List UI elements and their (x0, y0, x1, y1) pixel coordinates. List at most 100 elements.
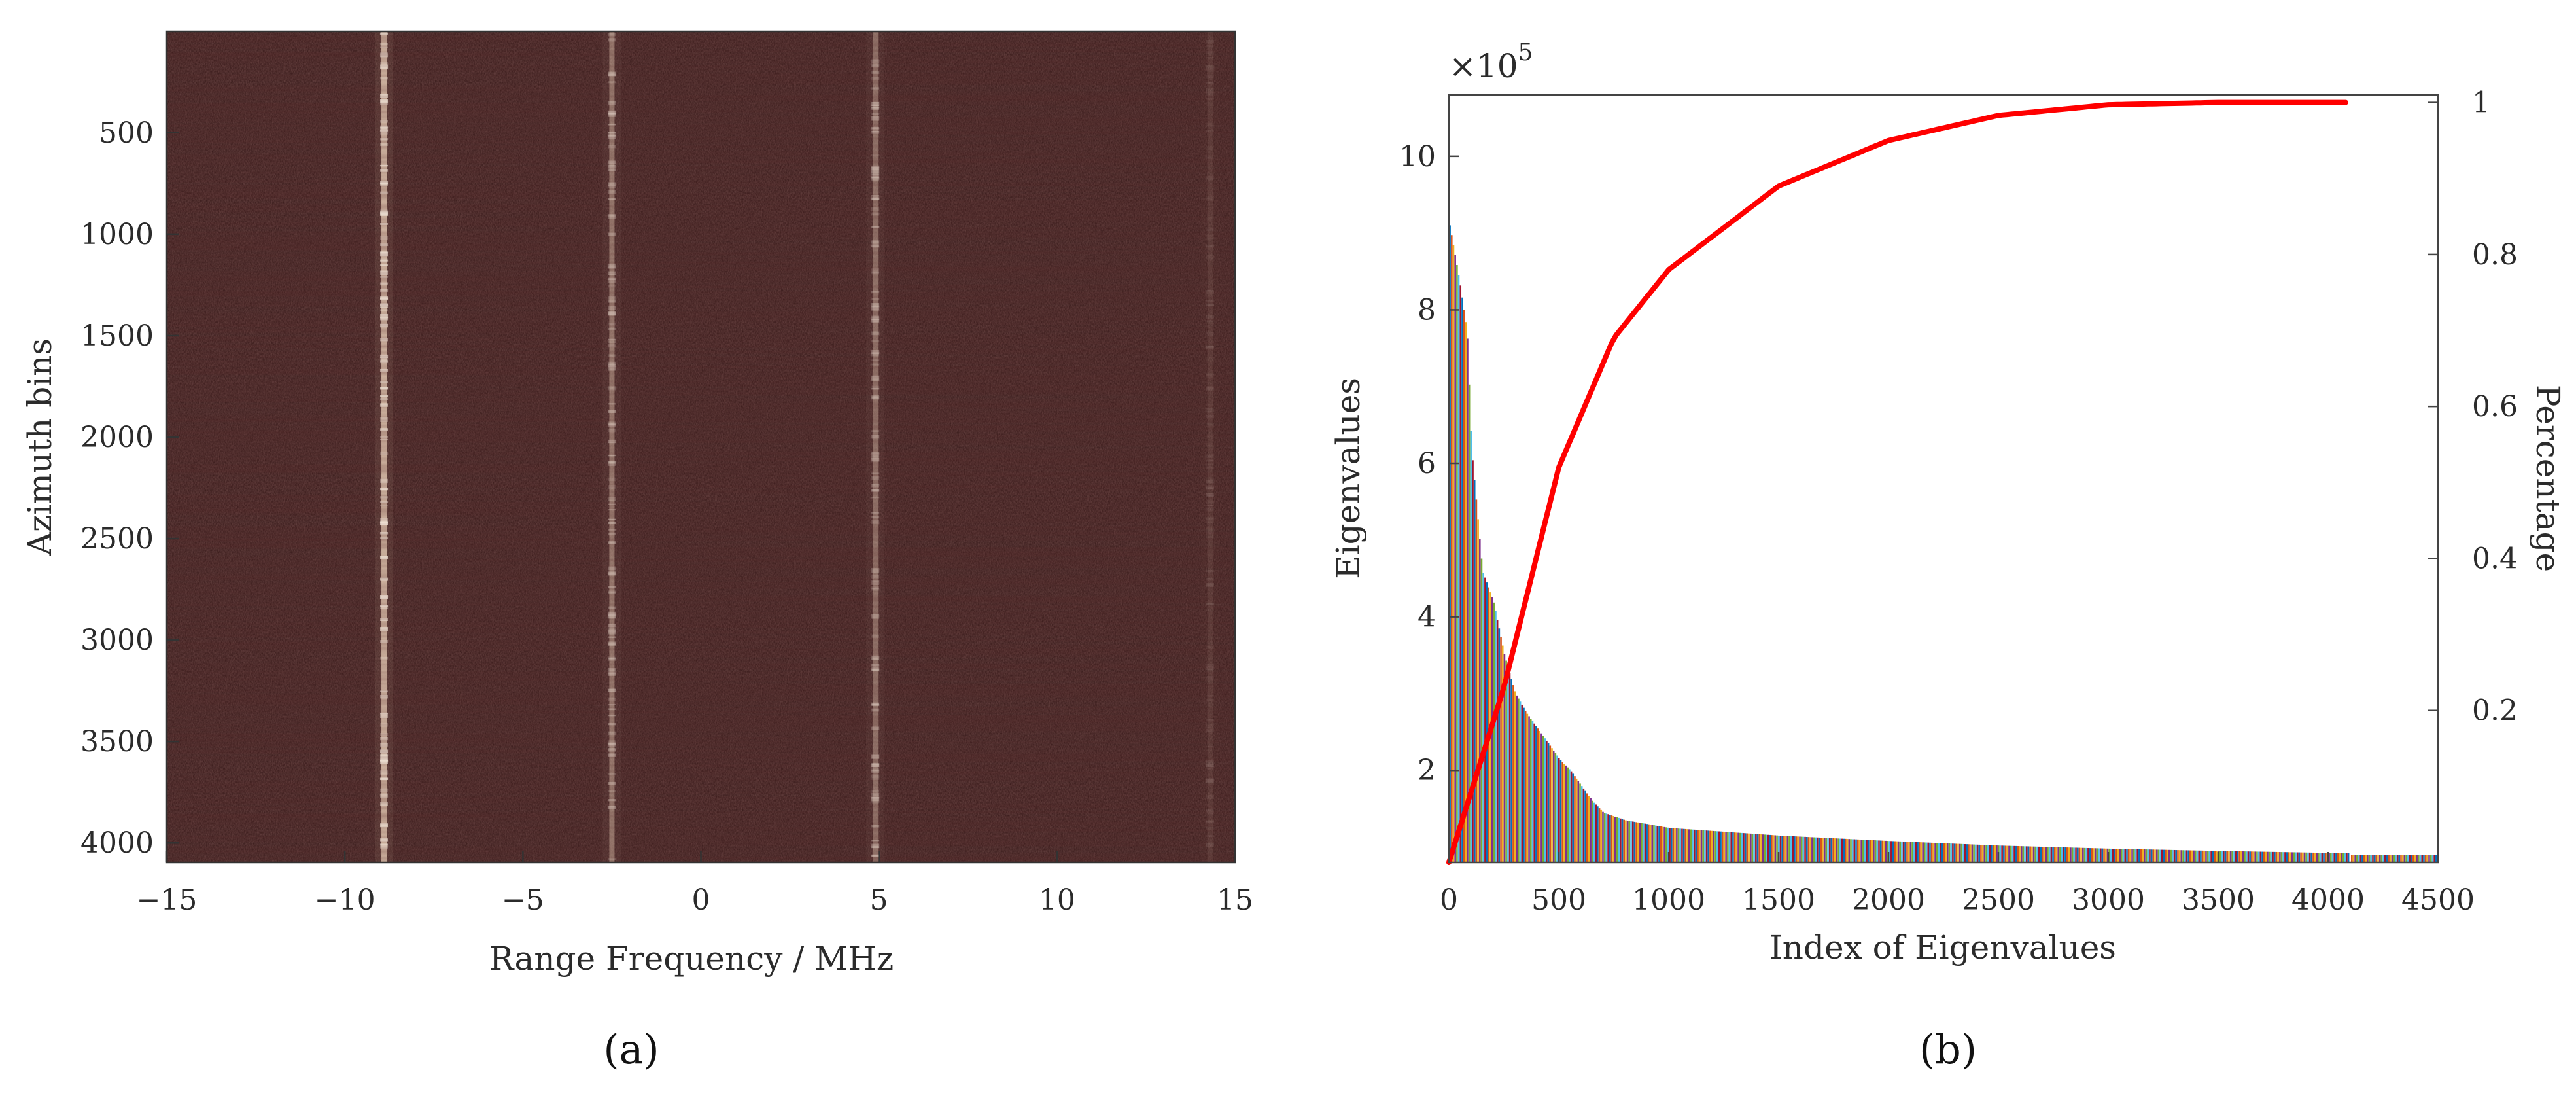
eigenvalue-bar (1855, 839, 1857, 862)
eigenvalue-bar (2124, 849, 2127, 862)
eigenvalue-bar (1802, 836, 1805, 862)
eigenvalue-bar (1980, 845, 1982, 862)
eigenvalue-bar (1580, 786, 1583, 862)
eigenvalue-bar (1660, 826, 1662, 862)
eigenvalue-bar (1897, 841, 1900, 862)
eigenvalue-bar (2347, 853, 2350, 862)
eigenvalue-bar (1777, 835, 1780, 862)
y-tick-label-b: 8 (1418, 293, 1436, 327)
eigenvalue-bar (1769, 834, 1771, 862)
eigenvalue-bar (1454, 255, 1456, 862)
eigenvalue-bar (2096, 848, 2098, 862)
eigenvalue-bar (2316, 853, 2318, 862)
eigenvalue-bar (1904, 842, 1907, 862)
eigenvalue-bar (1919, 842, 1921, 862)
eigenvalue-bar (2004, 845, 2007, 862)
eigenvalue-bar (1459, 285, 1462, 862)
eigenvalue-bar (1936, 843, 1938, 862)
eigenvalue-bar (1516, 695, 1518, 862)
eigenvalue-bar (1975, 844, 1977, 862)
eigenvalue-bar (1535, 726, 1537, 862)
eigenvalue-bar (1981, 845, 1984, 862)
eigenvalue-bar (1901, 841, 1903, 862)
eigenvalue-bar (1749, 833, 1752, 862)
eigenvalue-bar (1744, 833, 1747, 862)
eigenvalue-bar (2275, 851, 2278, 862)
eigenvalue-bar (2342, 853, 2344, 862)
eigenvalue-bar (1529, 719, 1532, 862)
eigenvalue-bar (1940, 843, 1941, 862)
eigenvalue-bar (2115, 849, 2117, 862)
eigenvalue-bar (1820, 838, 1822, 862)
eigenvalue-bar (1837, 838, 1839, 862)
eigenvalue-bar (2365, 855, 2367, 862)
eigenvalue-bar (1968, 844, 1970, 862)
eigenvalue-bar (2149, 849, 2151, 862)
eigenvalue-bar (2226, 851, 2228, 862)
eigenvalue-bar (2431, 855, 2434, 862)
eigenvalue-bar (1851, 839, 1854, 862)
eigenvalue-bar (2189, 850, 2191, 862)
eigenvalue-bar (1930, 842, 1933, 862)
eigenvalue-bar (1934, 843, 1936, 862)
plot-b-area (1449, 95, 2438, 862)
eigenvalue-bar (1586, 793, 1588, 862)
eigenvalue-bar (1658, 826, 1660, 862)
eigenvalue-bar (2221, 851, 2223, 862)
eigenvalue-bar (2150, 849, 2153, 862)
eigenvalue-bar (1846, 839, 1849, 862)
eigenvalue-bar (2045, 847, 2047, 862)
eigenvalue-bar (1665, 827, 1667, 862)
eigenvalue-bar (1758, 834, 1760, 862)
eigenvalue-bar (1524, 711, 1527, 862)
eigenvalue-bar (1523, 707, 1525, 862)
eigenvalue-bar (2205, 850, 2207, 862)
eigenvalue-bar (1925, 842, 1928, 862)
eigenvalue-bar (2073, 847, 2076, 862)
eigenvalue-bar (1695, 830, 1697, 862)
eigenvalue-bar (2076, 847, 2079, 862)
eigenvalue-bar (1521, 704, 1523, 862)
eigenvalue-bar (2244, 851, 2246, 862)
eigenvalue-bar (1755, 834, 1757, 862)
x-tick-label-b: 0 (1440, 883, 1458, 917)
eigenvalue-bar (1774, 835, 1777, 862)
eigenvalue-bar (2361, 855, 2363, 862)
eigenvalue-bar (2263, 851, 2265, 862)
eigenvalue-bar (2433, 855, 2435, 862)
eigenvalue-bar (1567, 767, 1569, 862)
eigenvalue-bar (1539, 730, 1540, 862)
y-tick-label-a: 2500 (80, 522, 154, 556)
eigenvalue-bar (1631, 821, 1634, 862)
eigenvalue-bar (1590, 798, 1592, 862)
eigenvalue-bar (2291, 852, 2293, 862)
eigenvalue-bar (2388, 855, 2390, 862)
eigenvalue-bar (2426, 855, 2429, 862)
eigenvalue-bar (1705, 830, 1708, 862)
eigenvalue-bar (2071, 847, 2074, 862)
eigenvalue-bar (1546, 740, 1548, 862)
eigenvalue-bar (1662, 826, 1664, 862)
eigenvalue-bar (2173, 849, 2176, 862)
eigenvalue-bar (2187, 850, 2189, 862)
eigenvalue-bar (1607, 814, 1609, 862)
eigenvalue-bar (2094, 848, 2097, 862)
eigenvalue-bar (2082, 847, 2084, 862)
eigenvalue-bar (1764, 834, 1766, 862)
eigenvalue-bar (2008, 845, 2010, 862)
eigenvalue-bar (2314, 852, 2316, 862)
eigenvalue-bar (1969, 844, 1972, 862)
eigenvalue-bar (1832, 838, 1834, 862)
eigenvalue-bar (1686, 829, 1688, 862)
eigenvalue-bar (2038, 846, 2040, 862)
eigenvalue-bar (1540, 733, 1542, 862)
eigenvalue-bar (2167, 849, 2168, 862)
eigenvalue-bar (1746, 833, 1749, 862)
eigenvalue-bar (2147, 849, 2150, 862)
eigenvalue-bar (2093, 848, 2095, 862)
eigenvalue-bar (2036, 846, 2038, 862)
eigenvalue-bar (2152, 849, 2155, 862)
eigenvalue-bar (2428, 855, 2430, 862)
eigenvalue-bar (2233, 851, 2235, 862)
